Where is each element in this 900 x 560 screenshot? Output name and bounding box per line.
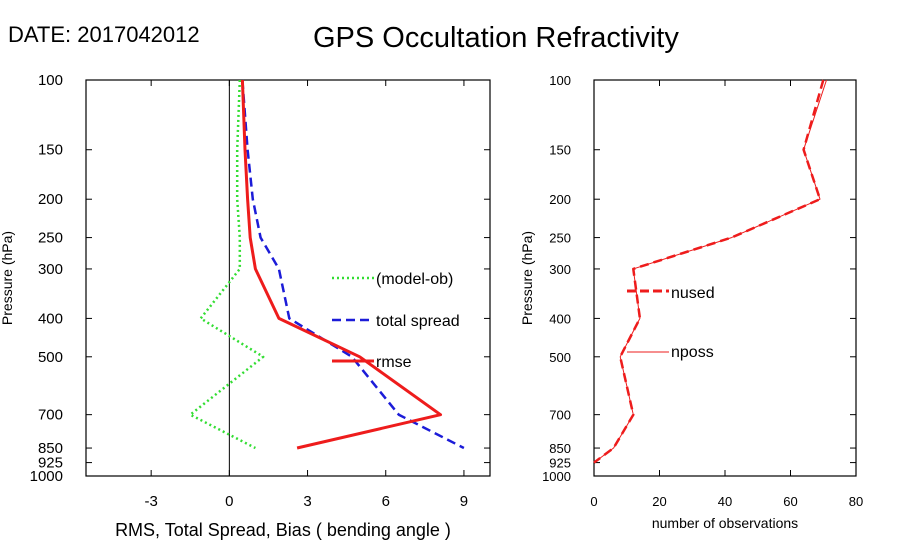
y-tick-label: 925 bbox=[549, 456, 571, 471]
y-tick-label: 150 bbox=[38, 142, 63, 159]
y-tick-label: 700 bbox=[549, 408, 571, 423]
x-tick-label: 0 bbox=[590, 494, 597, 509]
y-tick-label: 1000 bbox=[542, 469, 571, 484]
x-tick-label: 9 bbox=[460, 493, 468, 510]
left-legend: (model-ob) total spread rmse bbox=[332, 271, 460, 371]
y-tick-label: 500 bbox=[549, 350, 571, 365]
series-line-nused bbox=[593, 79, 825, 464]
y-tick-label: 850 bbox=[38, 440, 63, 457]
left-x-ticks: -3 0 3 6 9 bbox=[144, 80, 468, 510]
y-tick-label: 250 bbox=[549, 231, 571, 246]
legend-label-rmse: rmse bbox=[376, 354, 412, 371]
y-tick-label: 300 bbox=[38, 261, 63, 278]
x-tick-label: 6 bbox=[382, 493, 390, 510]
y-tick-label: 925 bbox=[38, 455, 63, 472]
legend-label-nused: nused bbox=[671, 285, 715, 302]
legend-label-total-spread: total spread bbox=[376, 313, 460, 330]
legend-label-nposs: nposs bbox=[671, 344, 714, 361]
y-tick-label: 100 bbox=[38, 72, 63, 89]
y-tick-label: 850 bbox=[549, 441, 571, 456]
x-tick-label: 60 bbox=[783, 494, 797, 509]
y-tick-label: 200 bbox=[549, 192, 571, 207]
y-tick-label: 400 bbox=[549, 311, 571, 326]
right-y-axis-label: Pressure (hPa) bbox=[519, 231, 535, 325]
date-label: DATE: 2017042012 bbox=[8, 22, 200, 47]
y-tick-label: 300 bbox=[549, 262, 571, 277]
chart-title: GPS Occultation Refractivity bbox=[313, 22, 679, 54]
x-tick-label: 3 bbox=[303, 493, 311, 510]
left-series-group bbox=[189, 79, 465, 450]
series-line-total-spread bbox=[241, 79, 465, 450]
left-plot-frame bbox=[85, 79, 491, 477]
right-legend: nused nposs bbox=[627, 285, 715, 361]
series-line-model-ob bbox=[189, 79, 265, 450]
x-tick-label: 40 bbox=[718, 494, 732, 509]
x-tick-label: 20 bbox=[652, 494, 666, 509]
left-x-axis-label: RMS, Total Spread, Bias ( bending angle … bbox=[115, 520, 451, 540]
series-line-rmse bbox=[240, 79, 442, 450]
right-x-ticks: 0 20 40 60 80 bbox=[590, 80, 863, 509]
y-tick-label: 700 bbox=[38, 407, 63, 424]
y-tick-label: 400 bbox=[38, 310, 63, 327]
x-tick-label: 80 bbox=[849, 494, 863, 509]
y-tick-label: 150 bbox=[549, 143, 571, 158]
x-tick-label: 0 bbox=[225, 493, 233, 510]
x-tick-label: -3 bbox=[144, 493, 157, 510]
y-tick-label: 250 bbox=[38, 230, 63, 247]
y-tick-label: 200 bbox=[38, 191, 63, 208]
legend-label-model-ob: (model-ob) bbox=[376, 271, 453, 288]
right-series-group bbox=[593, 79, 827, 464]
left-y-axis-label: Pressure (hPa) bbox=[0, 231, 15, 325]
y-tick-label: 500 bbox=[38, 349, 63, 366]
y-tick-label: 1000 bbox=[30, 468, 63, 485]
right-x-axis-label: number of observations bbox=[652, 515, 798, 531]
series-line-nposs bbox=[593, 79, 827, 464]
y-tick-label: 100 bbox=[549, 73, 571, 88]
